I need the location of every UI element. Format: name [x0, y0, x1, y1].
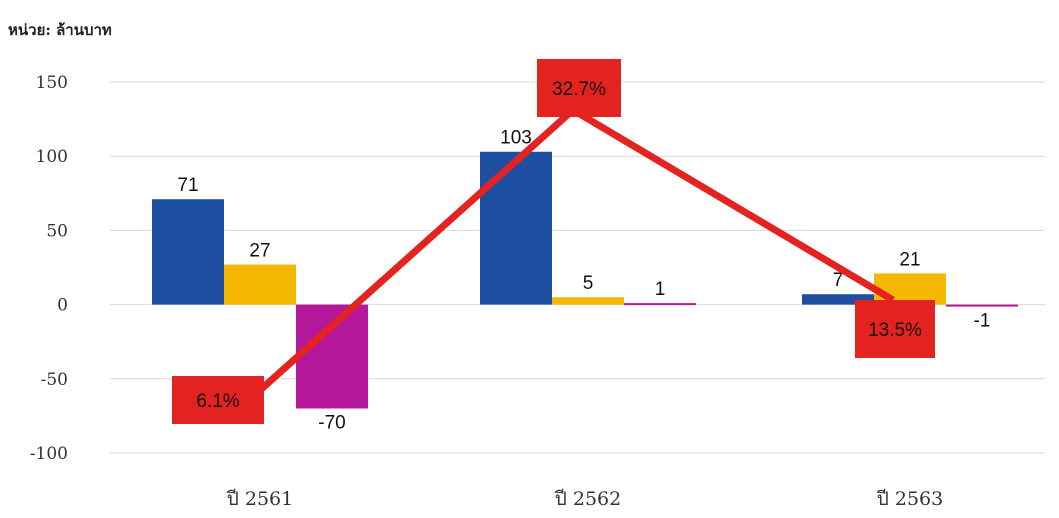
growth-label-box [172, 376, 264, 424]
x-category-label: ปี 2562 [554, 488, 621, 510]
bars [152, 151, 1018, 409]
bar [224, 264, 296, 305]
bar-value-label: -1 [974, 311, 991, 332]
growth-label: 13.5% [868, 320, 922, 341]
bar-value-labels: 71 27 -70 103 5 1 7 21 -1 [177, 128, 990, 434]
growth-label: 6.1% [196, 391, 239, 412]
bar [296, 304, 368, 409]
bar-value-label: -70 [318, 412, 345, 433]
growth-label: 32.7% [552, 79, 606, 100]
y-tick-label: 100 [36, 147, 68, 167]
bar-value-label: 71 [177, 175, 198, 196]
bar-value-label: 7 [833, 270, 844, 291]
bar [874, 273, 946, 305]
growth-label-box [537, 59, 621, 117]
bar-value-label: 103 [500, 128, 532, 149]
y-tick-label: 0 [57, 296, 68, 316]
x-axis-categories: ปี 2561 ปี 2562 ปี 2563 [226, 488, 943, 510]
bar [946, 304, 1018, 307]
growth-line: 6.1% 32.7% 13.5% [172, 59, 935, 424]
y-axis-ticks: 150 100 50 0 -50 -100 [30, 73, 68, 464]
bar-value-label: 1 [655, 279, 666, 300]
x-category-label: ปี 2563 [876, 488, 943, 510]
bar-value-label: 27 [249, 241, 270, 262]
growth-label-box [855, 300, 935, 358]
y-tick-label: 150 [36, 73, 68, 93]
unit-label: หน่วย: ล้านบาท [8, 21, 112, 39]
bar [802, 294, 874, 305]
bar [480, 151, 552, 305]
bar-value-label: 21 [899, 249, 920, 270]
y-tick-label: -100 [30, 444, 68, 464]
x-category-label: ปี 2561 [226, 488, 293, 510]
y-tick-label: 50 [46, 221, 68, 241]
bar [552, 297, 624, 305]
bar [152, 199, 224, 305]
bar-value-label: 5 [583, 273, 594, 294]
y-tick-label: -50 [41, 370, 68, 390]
bar [624, 303, 696, 306]
